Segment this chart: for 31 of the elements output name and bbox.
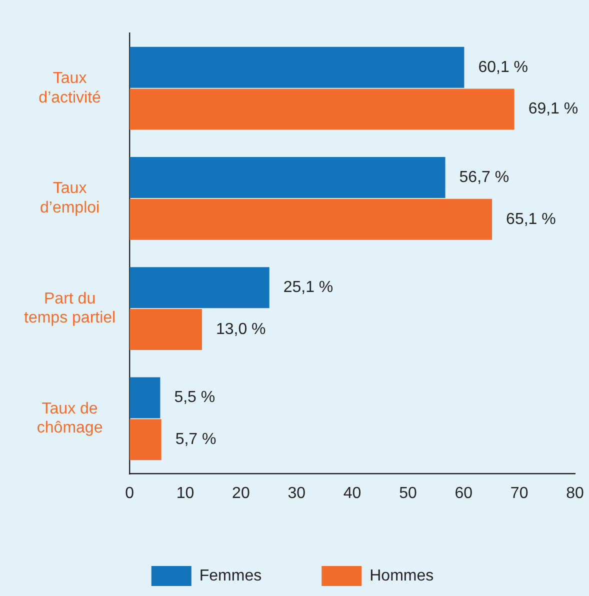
- data-label: 56,7 %: [459, 168, 510, 186]
- y-tick-label: Taux d’emploi: [40, 180, 100, 216]
- x-tick-label: 70: [510, 484, 528, 502]
- data-label: 5,5 %: [174, 389, 216, 406]
- data-label: 60,1 %: [478, 58, 528, 76]
- bar: [130, 88, 514, 130]
- data-label: 5,7 %: [175, 431, 216, 448]
- bar: [130, 198, 492, 240]
- x-tick-label: 50: [399, 484, 417, 502]
- bar: [130, 419, 162, 460]
- legend-label: Femmes: [199, 567, 262, 584]
- data-label: 69,1 %: [528, 100, 578, 118]
- bar: [130, 308, 202, 350]
- legend-label: Hommes: [370, 567, 434, 584]
- bar: [130, 46, 464, 88]
- data-label: 25,1 %: [283, 279, 334, 296]
- bar: [130, 377, 160, 418]
- x-tick-label: 30: [288, 484, 306, 502]
- x-tick-label: 60: [454, 484, 473, 502]
- bar: [130, 156, 446, 198]
- x-tick-label: 0: [125, 484, 134, 502]
- y-tick-label: Taux d’activité: [38, 70, 102, 106]
- data-label: 65,1 %: [506, 210, 556, 228]
- data-label: 13,0 %: [216, 320, 266, 338]
- y-tick-label: Part du temps partiel: [24, 290, 116, 327]
- y-tick-label: Taux de chômage: [36, 400, 103, 437]
- bar: [130, 267, 270, 308]
- x-tick-label: 10: [176, 484, 194, 502]
- x-tick-label: 40: [343, 484, 362, 502]
- x-tick-label: 80: [566, 484, 584, 502]
- x-tick-label: 20: [232, 484, 250, 502]
